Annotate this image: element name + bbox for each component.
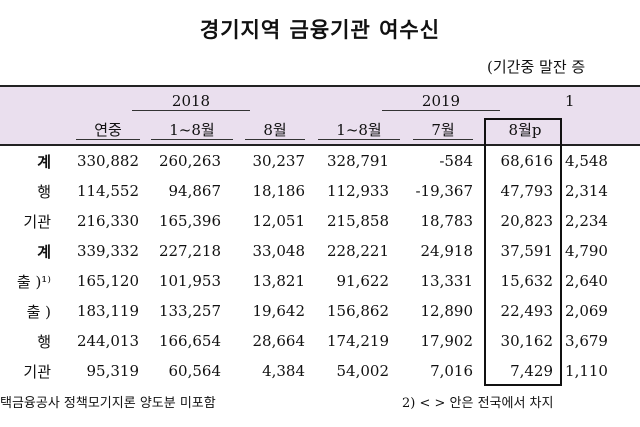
row-label: 계 — [37, 242, 51, 261]
table-cell: 18,783 — [420, 212, 474, 230]
table-cell: 260,263 — [151, 144, 233, 176]
table-cell: 18,186 — [252, 182, 306, 200]
table-cell: 4,384 — [262, 362, 306, 380]
year-header-2018: 2018 — [65, 85, 318, 115]
col-header-jul-2019: 7월 — [401, 115, 485, 145]
col-header-jan-aug-2019: 1~8월 — [317, 115, 401, 145]
col-header-aug-2018: 8월 — [233, 115, 317, 145]
table-cell: 15,632 — [500, 272, 554, 290]
table-cell: 30,162 — [500, 332, 554, 350]
table-cell: 216,330 — [76, 212, 139, 230]
table-cell: 101,953 — [158, 272, 221, 290]
col-header-aug-2019: 8월p — [508, 121, 542, 139]
row-label: 계 — [0, 144, 65, 176]
table-cell: 165,120 — [76, 272, 139, 290]
table-cell: 174,219 — [326, 332, 390, 350]
table-cell: 2,234 — [565, 212, 608, 230]
table-cell: 133,257 — [158, 302, 221, 320]
row-label: 행 — [37, 332, 51, 351]
table-cell: 227,218 — [158, 242, 221, 260]
table-cell: 3,679 — [565, 332, 608, 350]
table-cell: 215,858 — [326, 212, 390, 230]
table-cell: 68,616 — [485, 144, 566, 176]
table-row: 계 339,332 227,218 33,048 228,221 24,918 … — [0, 236, 640, 266]
row-label: 기관 — [23, 362, 51, 381]
year-header-next: 1 — [565, 85, 640, 115]
table-cell: 24,918 — [420, 242, 474, 260]
year-header-2019: 2019 — [317, 85, 566, 115]
table-cell: 112,933 — [326, 182, 390, 200]
table-cell: 7,429 — [510, 362, 554, 380]
table-row: 행 114,552 94,867 18,186 112,933 -19,367 … — [0, 176, 640, 206]
row-label: 기관 — [23, 212, 51, 231]
row-label: 행 — [37, 182, 51, 201]
unit-note: (기간중 말잔 증 — [487, 58, 586, 76]
table-cell: 2,314 — [565, 182, 608, 200]
table-cell: 228,221 — [326, 242, 390, 260]
table-cell: 19,642 — [252, 302, 306, 320]
col-header-annual: 연중 — [65, 115, 151, 145]
table-cell: 13,821 — [252, 272, 306, 290]
table-cell: 330,882 — [65, 144, 151, 176]
table-cell: 94,867 — [168, 182, 222, 200]
table-row: 행 244,013 166,654 28,664 174,219 17,902 … — [0, 326, 640, 356]
table-cell: 114,552 — [76, 182, 139, 200]
table-row: 출 ) 183,119 133,257 19,642 156,862 12,89… — [0, 296, 640, 326]
table-cell: 54,002 — [336, 362, 390, 380]
table-cell: 28,664 — [252, 332, 306, 350]
table-cell: 165,396 — [158, 212, 221, 230]
table-cell: 91,622 — [336, 272, 390, 290]
table-cell: 2,069 — [565, 302, 608, 320]
footnote-1: 택금융공사 정책모기지론 양도분 미포함 — [0, 396, 216, 411]
row-label: 출 ) — [26, 302, 51, 321]
table-cell: 12,051 — [252, 212, 306, 230]
table-cell: 339,332 — [76, 242, 139, 260]
table-cell: 328,791 — [317, 144, 402, 176]
table-cell: 12,890 — [420, 302, 474, 320]
table-cell: 95,319 — [86, 362, 140, 380]
col-header-jan-aug-2018: 1~8월 — [151, 115, 233, 145]
table-cell: 22,493 — [500, 302, 554, 320]
table-cell: 20,823 — [500, 212, 554, 230]
table-cell: 2,640 — [565, 272, 608, 290]
table-cell: 183,119 — [76, 302, 139, 320]
period-header-row: 연중 1~8월 8월 1~8월 7월 8월p — [0, 115, 640, 145]
table-row: 기관 95,319 60,564 4,384 54,002 7,016 7,42… — [0, 356, 640, 386]
table-row: 출 )¹⁾ 165,120 101,953 13,821 91,622 13,3… — [0, 266, 640, 296]
table-cell: 47,793 — [500, 182, 554, 200]
table-cell: 166,654 — [158, 332, 221, 350]
row-label: 출 )¹⁾ — [16, 272, 51, 291]
table-cell: -584 — [401, 144, 486, 176]
footnote-2: 2) < > 안은 전국에서 차지 — [402, 396, 554, 411]
table-cell: 1,110 — [565, 362, 608, 380]
year-header-row: 2018 2019 1 — [0, 85, 640, 115]
table-cell: 30,237 — [233, 144, 318, 176]
table-cell: 17,902 — [420, 332, 474, 350]
table-row: 계 330,882 260,263 30,237 328,791 -584 68… — [0, 144, 640, 176]
table-cell: -19,367 — [415, 182, 474, 200]
table-cell: 4,548 — [565, 144, 640, 176]
table-title: 경기지역 금융기관 여수신 — [199, 17, 441, 42]
table-row: 기관 216,330 165,396 12,051 215,858 18,783… — [0, 206, 640, 236]
table-cell: 244,013 — [76, 332, 139, 350]
deposit-loan-table: 2018 2019 1 연중 1~8월 8월 1~8월 7월 8월p 계 330… — [0, 85, 640, 386]
table-cell: 37,591 — [500, 242, 554, 260]
table-cell: 60,564 — [168, 362, 222, 380]
table-cell: 156,862 — [326, 302, 390, 320]
table-cell: 4,790 — [565, 242, 608, 260]
table-cell: 13,331 — [420, 272, 474, 290]
table-cell: 7,016 — [430, 362, 474, 380]
table-cell: 33,048 — [252, 242, 306, 260]
